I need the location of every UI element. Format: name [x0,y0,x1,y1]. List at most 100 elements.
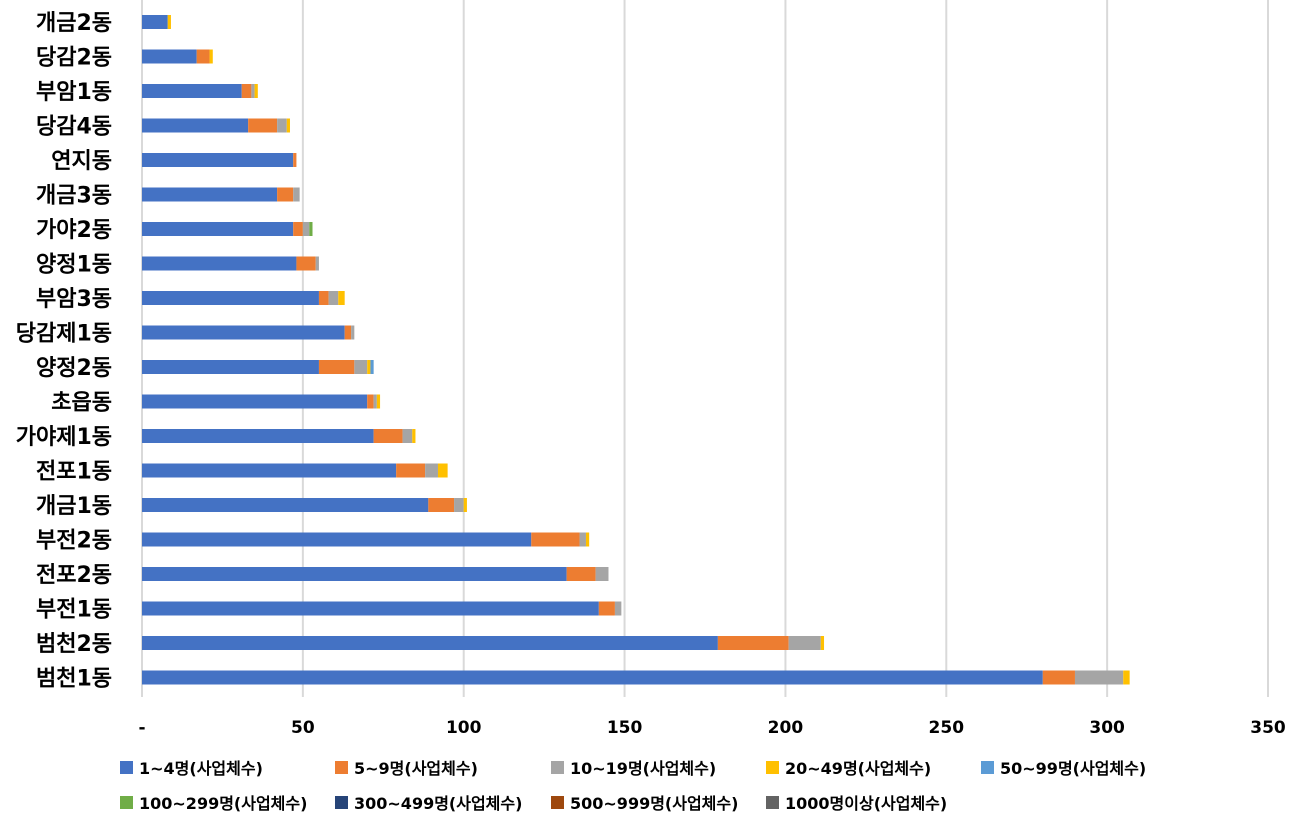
legend: 1~4명(사업체수) 5~9명(사업체수) 10~19명(사업체수) 20~49명(사… [120,759,1146,813]
legend-item: 50~99명(사업체수) [981,759,1146,778]
x-tick-label: 150 [607,718,643,738]
legend-swatch [551,761,564,774]
bar-segment [241,84,252,98]
bar-segment [142,49,197,64]
legend-label: 500~999명(사업체수) [570,794,738,813]
legend-item: 20~49명(사업체수) [766,759,931,778]
x-tick-labels: - 50 100 150 200 250 300 350 [138,718,1285,738]
legend-label: 100~299명(사업체수) [139,794,307,813]
legend-swatch [120,796,133,809]
bar-segment [142,636,718,650]
bar-segment [142,187,278,202]
legend-label: 20~49명(사업체수) [785,759,931,778]
category-label: 초읍동 [51,391,112,416]
bar-segment [717,636,789,650]
category-label: 개금2동 [36,11,112,36]
x-tick-label: 350 [1250,718,1286,738]
bar-segment [251,84,255,98]
bar-segment [309,222,313,236]
bar-segment [142,532,532,547]
bar-segment [595,567,609,581]
legend-swatch [335,761,348,774]
x-tick-label: 300 [1089,718,1125,738]
bar-segment [142,429,374,443]
legend-label: 50~99명(사업체수) [1000,759,1146,778]
bar-segment [531,532,580,547]
bar-segment [293,187,300,202]
bar-segment [463,498,467,512]
bar-segment [376,394,381,409]
legend-label: 1~4명(사업체수) [139,759,263,778]
bar-segment [1123,670,1130,685]
bar-segment [351,325,355,340]
category-label: 전포2동 [36,563,112,588]
bar-segment [142,360,319,374]
bar-segment [142,291,319,305]
category-label: 당감제1동 [16,322,112,347]
category-label: 가야2동 [36,218,112,243]
category-label: 부전1동 [36,598,112,623]
category-label: 개금1동 [36,494,112,519]
bar-segment [142,15,168,29]
bar-segment [370,360,374,374]
x-tick-label: 200 [768,718,804,738]
bar-segment [579,532,586,547]
bar-segment [338,291,345,305]
x-tick-label: 100 [446,718,482,738]
legend-swatch [981,761,994,774]
category-label: 범천1동 [36,667,112,692]
bar-segment [354,360,368,374]
bar-segment [367,394,374,409]
bar-segment [318,360,355,374]
x-tick-label: 250 [929,718,965,738]
bar-segment [412,429,416,443]
legend-item: 500~999명(사업체수) [551,794,738,813]
bar-segment [293,222,303,236]
bar-segment [396,463,426,478]
bar-segment [1074,670,1124,685]
bar-segment [328,291,339,305]
category-labels: 개금2동당감2동부암1동당감4동연지동개금3동가야2동양정1동부암3동당감제1동… [16,11,112,692]
category-label: 부암3동 [36,287,112,312]
bar-segment [142,84,242,98]
legend-item: 100~299명(사업체수) [120,794,307,813]
bar-segment [820,636,825,650]
bar-segment [167,15,171,29]
bar-segment [373,429,403,443]
bar-segment [428,498,455,512]
bar-segment [142,670,1043,685]
bar-segment [277,118,287,133]
legend-item: 1000명이상(사업체수) [766,794,947,813]
category-label: 양정1동 [36,253,112,278]
bar-segment [142,498,429,512]
bar-segment [248,118,278,133]
bar-segment [286,118,290,133]
bar-segment [344,325,352,340]
bar-segment [585,532,590,547]
category-label: 연지동 [51,149,112,174]
bar-segment [598,601,615,616]
bar-segment [209,49,213,64]
bar-segment [454,498,464,512]
category-label: 개금3동 [36,184,112,209]
legend-swatch [551,796,564,809]
bar-segment [437,463,448,478]
bar-segment [254,84,258,98]
category-label: 부암1동 [36,80,112,105]
bar-segment [425,463,438,478]
legend-label: 1000명이상(사업체수) [785,794,947,813]
bar-segment [196,49,210,64]
bar-segment [142,153,294,167]
category-label: 부전2동 [36,529,112,554]
gridlines [141,0,1269,697]
category-label: 전포1동 [36,460,112,485]
bar-segment [373,394,377,409]
category-label: 양정2동 [36,356,112,381]
legend-swatch [766,761,779,774]
bar-segment [296,256,316,271]
bars [142,15,1130,685]
bar-segment [142,325,345,340]
category-label: 당감4동 [36,115,112,140]
bar-segment [318,291,329,305]
